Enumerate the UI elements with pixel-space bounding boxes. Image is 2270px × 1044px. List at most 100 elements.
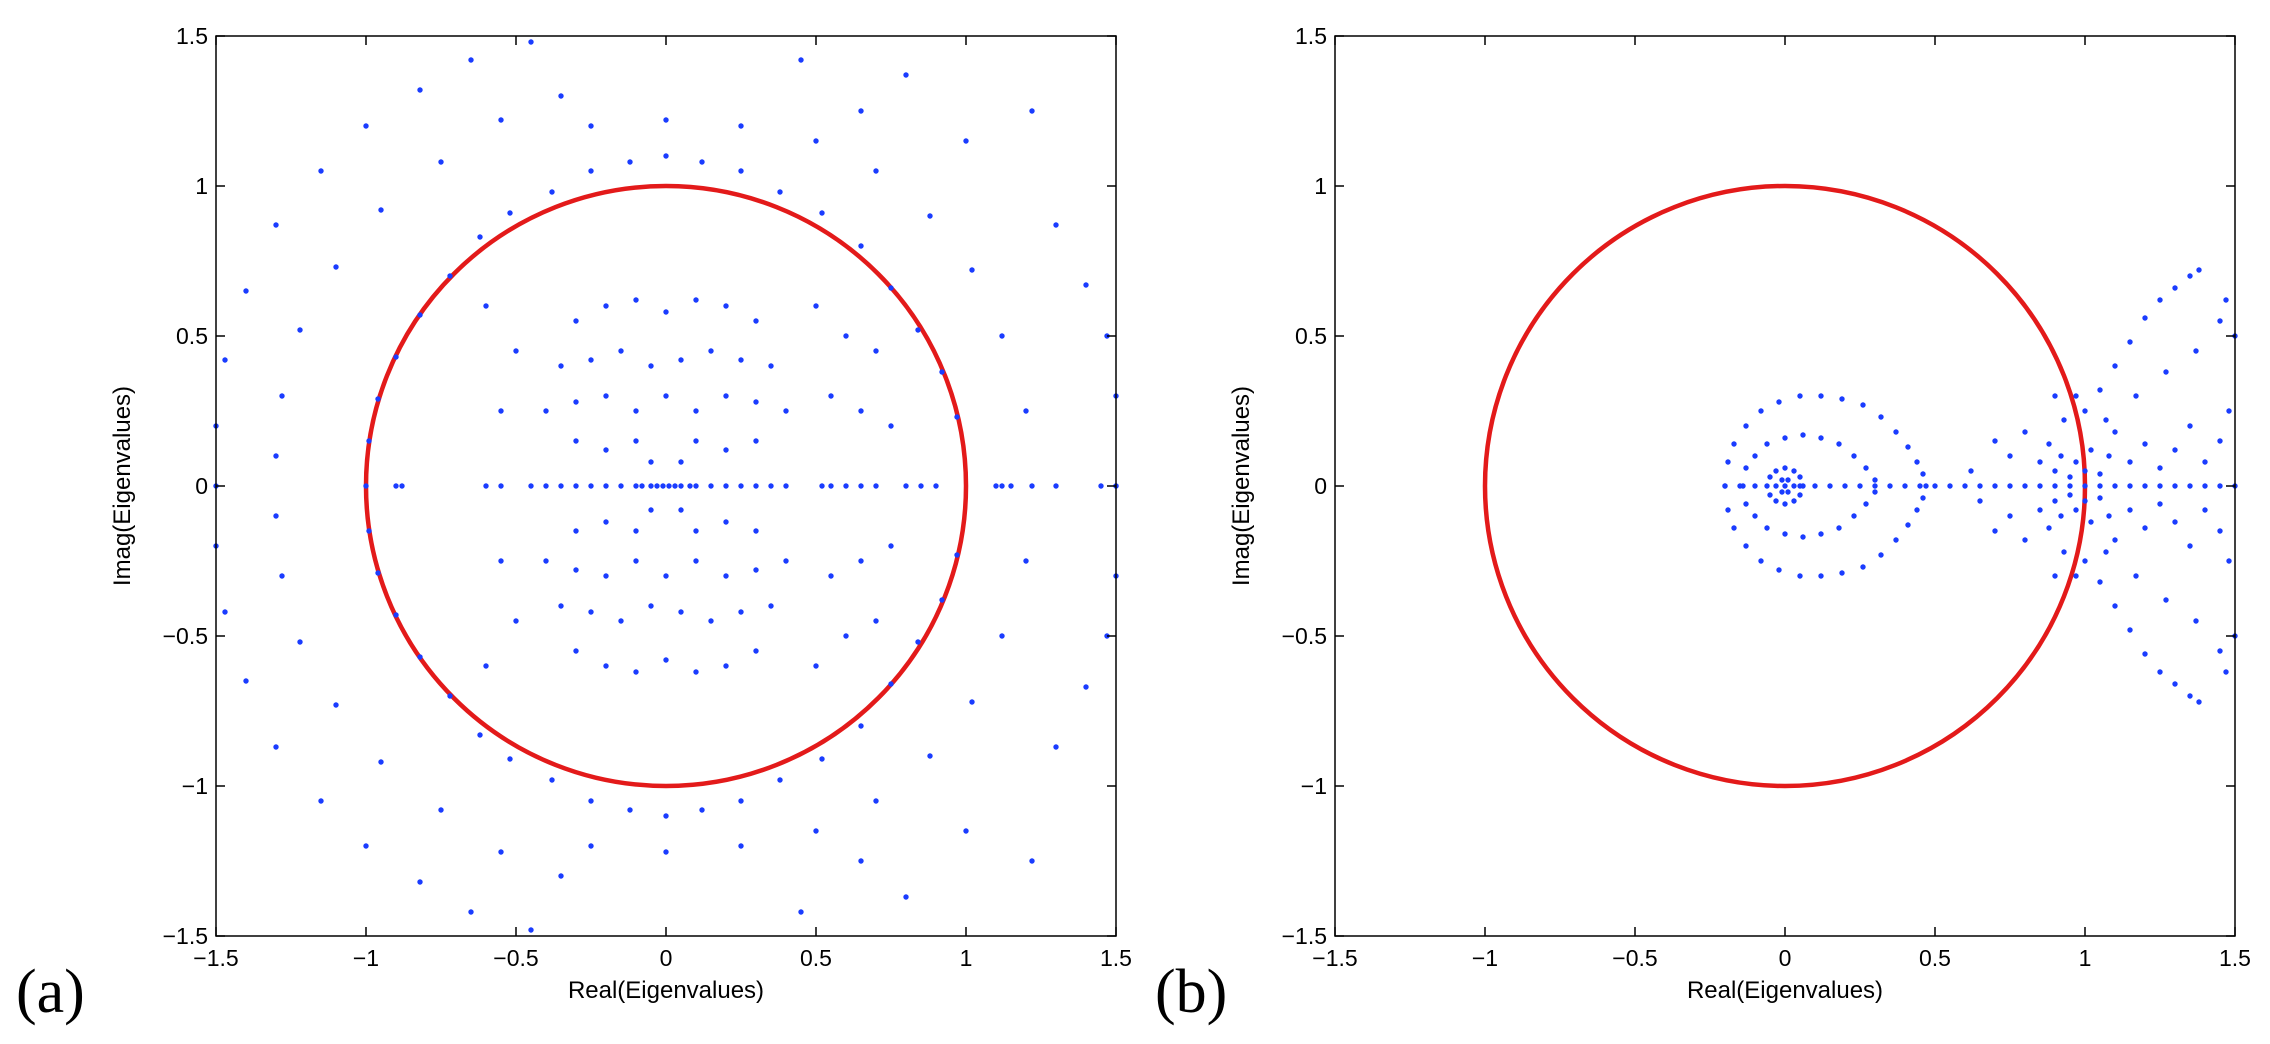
- data-point: [603, 483, 609, 489]
- data-point: [2061, 417, 2067, 423]
- data-point: [333, 264, 339, 270]
- data-point: [1920, 471, 1926, 477]
- data-point: [753, 438, 759, 444]
- data-point: [2097, 579, 2103, 585]
- data-point: [2073, 507, 2079, 513]
- y-axis-title: Imag(Eigenvalues): [109, 386, 136, 586]
- data-point: [2202, 459, 2208, 465]
- data-point: [1872, 477, 1878, 483]
- data-point: [2037, 459, 2043, 465]
- y-tick-label: 0.5: [176, 323, 208, 349]
- data-point: [498, 483, 504, 489]
- data-point: [1731, 441, 1737, 447]
- data-point: [588, 798, 594, 804]
- data-point: [813, 303, 819, 309]
- data-point: [1878, 552, 1884, 558]
- data-point: [873, 483, 879, 489]
- data-point: [915, 327, 921, 333]
- data-point: [2157, 669, 2163, 675]
- data-point: [498, 558, 504, 564]
- scatter-series: [213, 39, 1119, 933]
- data-point: [2163, 369, 2169, 375]
- data-point: [297, 639, 303, 645]
- data-point: [2112, 603, 2118, 609]
- data-point: [1023, 408, 1029, 414]
- data-point: [1836, 441, 1842, 447]
- data-point: [273, 222, 279, 228]
- data-point: [588, 357, 594, 363]
- data-point: [558, 93, 564, 99]
- data-point: [513, 618, 519, 624]
- data-point: [939, 597, 945, 603]
- data-point: [819, 210, 825, 216]
- data-point: [2052, 573, 2058, 579]
- data-point: [2196, 267, 2202, 273]
- data-point: [678, 459, 684, 465]
- data-point: [588, 123, 594, 129]
- x-axis-title: Real(Eigenvalues): [1687, 977, 1883, 1004]
- data-point: [687, 483, 693, 489]
- data-point: [723, 483, 729, 489]
- data-point: [2187, 543, 2193, 549]
- data-point: [2163, 597, 2169, 603]
- data-point: [318, 798, 324, 804]
- data-point: [2058, 453, 2064, 459]
- data-point: [693, 483, 699, 489]
- axes-frame: [215, 35, 1117, 937]
- data-point: [1731, 525, 1737, 531]
- data-point: [1797, 573, 1803, 579]
- x-tick-label: −1.5: [193, 945, 238, 971]
- data-point: [2007, 513, 2013, 519]
- data-point: [1842, 483, 1848, 489]
- data-point: [1782, 465, 1788, 471]
- data-point: [558, 483, 564, 489]
- data-point: [2196, 699, 2202, 705]
- data-point: [1782, 531, 1788, 537]
- data-point: [2217, 483, 2223, 489]
- data-point: [627, 807, 633, 813]
- data-point: [2082, 483, 2088, 489]
- x-tick-label: 1: [960, 945, 973, 971]
- data-point: [2172, 483, 2178, 489]
- data-point: [2037, 507, 2043, 513]
- data-point: [1776, 399, 1782, 405]
- data-point: [648, 483, 654, 489]
- data-point: [2097, 495, 2103, 501]
- data-point: [873, 168, 879, 174]
- data-point: [2097, 471, 2103, 477]
- data-point: [663, 153, 669, 159]
- y-tick-label: 0.5: [1295, 323, 1327, 349]
- data-point: [768, 363, 774, 369]
- data-point: [1920, 495, 1926, 501]
- data-point: [1779, 489, 1785, 495]
- data-point: [1872, 483, 1878, 489]
- data-point: [2103, 417, 2109, 423]
- data-point: [222, 357, 228, 363]
- data-point: [663, 657, 669, 663]
- data-point: [798, 909, 804, 915]
- data-point: [2157, 297, 2163, 303]
- data-point: [843, 333, 849, 339]
- data-point: [1818, 435, 1824, 441]
- data-point: [1863, 465, 1869, 471]
- data-point: [417, 879, 423, 885]
- data-point: [273, 453, 279, 459]
- data-point: [1839, 570, 1845, 576]
- data-point: [753, 399, 759, 405]
- data-point: [2022, 483, 2028, 489]
- data-point: [1977, 483, 1983, 489]
- data-point: [903, 483, 909, 489]
- data-point: [2187, 273, 2193, 279]
- data-point: [1962, 483, 1968, 489]
- data-point: [627, 159, 633, 165]
- data-point: [1767, 474, 1773, 480]
- data-point: [2106, 513, 2112, 519]
- data-point: [1029, 483, 1035, 489]
- data-point: [813, 828, 819, 834]
- data-point: [693, 558, 699, 564]
- data-point: [1725, 459, 1731, 465]
- data-point: [888, 423, 894, 429]
- panel-label: (a): [16, 958, 85, 1026]
- x-tick-label: −1: [1472, 945, 1498, 971]
- data-point: [1818, 531, 1824, 537]
